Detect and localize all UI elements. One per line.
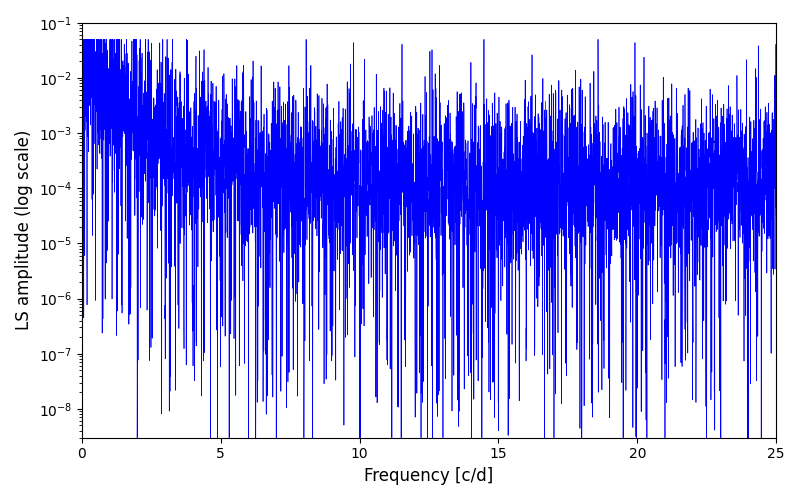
X-axis label: Frequency [c/d]: Frequency [c/d]: [364, 467, 494, 485]
Y-axis label: LS amplitude (log scale): LS amplitude (log scale): [15, 130, 33, 330]
